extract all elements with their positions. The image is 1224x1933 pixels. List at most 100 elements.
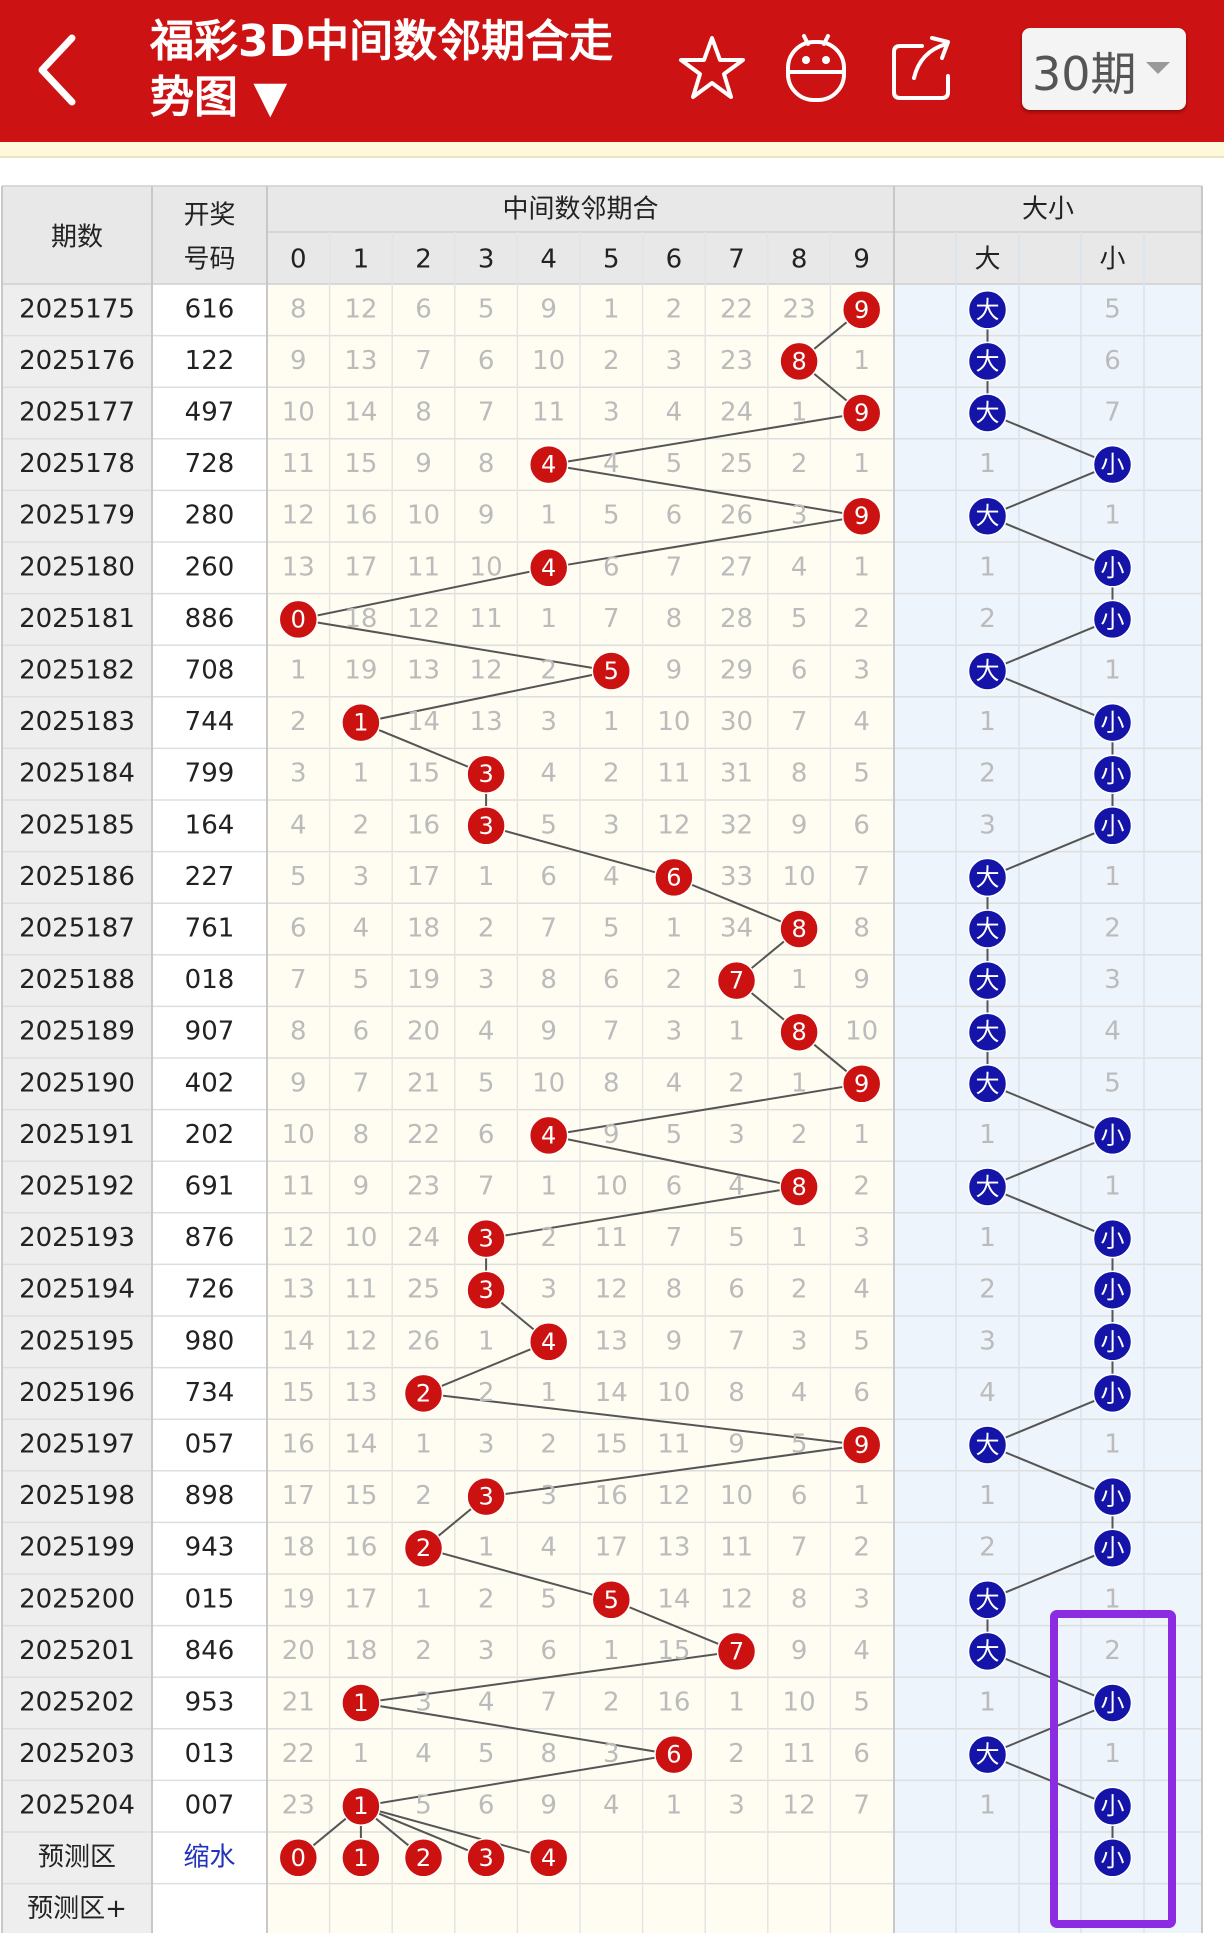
red-ball-value: 9: [854, 502, 869, 530]
miss-count: 2: [415, 1636, 432, 1666]
size-miss-count: 2: [979, 604, 996, 634]
size-ball-big: 大: [967, 341, 1008, 382]
miss-count: 7: [540, 1688, 557, 1718]
miss-count: 4: [290, 810, 307, 840]
share-icon[interactable]: [888, 30, 960, 106]
size-ball-small: 小: [1092, 1115, 1133, 1156]
miss-count: 3: [478, 965, 495, 995]
blue-ball-value: 大: [976, 1431, 1000, 1459]
miss-count: 5: [666, 449, 683, 479]
period-cell: 2025178: [19, 449, 135, 479]
size-miss-count: 5: [1104, 294, 1121, 324]
miss-count: 12: [344, 294, 377, 324]
miss-count: 4: [791, 1378, 808, 1408]
red-ball-value: 6: [666, 1741, 681, 1769]
miss-count: 1: [853, 1120, 870, 1150]
miss-count: 8: [791, 1584, 808, 1614]
size-miss-count: 2: [1104, 1636, 1121, 1666]
miss-count: 2: [666, 294, 683, 324]
red-ball-value: 3: [478, 1276, 493, 1304]
blue-ball-circle: [1092, 1218, 1133, 1259]
sum-ball: 3: [466, 806, 506, 846]
miss-count: 2: [540, 1430, 557, 1460]
red-ball-value: 0: [291, 1844, 306, 1872]
robot-icon[interactable]: [780, 30, 852, 106]
blue-ball-circle: [1092, 806, 1133, 846]
star-icon[interactable]: [676, 30, 748, 106]
miss-count: 11: [282, 449, 315, 479]
miss-count: 9: [415, 449, 432, 479]
page-title[interactable]: 福彩3D中间数邻期合走势图 ▼: [150, 16, 614, 123]
miss-count: 16: [595, 1481, 628, 1511]
blue-ball-circle: [967, 857, 1008, 898]
blue-ball-circle: [1092, 1373, 1133, 1414]
blue-ball-value: 大: [976, 1070, 1000, 1098]
miss-count: 15: [344, 1481, 377, 1511]
size-ball-small: 小: [1092, 444, 1133, 485]
blue-ball-value: 大: [976, 296, 1000, 324]
miss-count: 12: [657, 810, 690, 840]
blue-ball-value: 小: [1101, 1483, 1125, 1511]
miss-count: 5: [415, 1791, 432, 1821]
blue-ball-circle: [1092, 754, 1133, 794]
miss-count: 2: [353, 810, 370, 840]
draw-cell: 734: [185, 1378, 235, 1408]
draw-cell: 280: [185, 501, 235, 531]
miss-count: 26: [407, 1326, 440, 1356]
size-ball-big: 大: [967, 909, 1008, 949]
miss-count: 3: [478, 1636, 495, 1666]
size-ball-big: 大: [967, 857, 1008, 898]
period-cell: 2025188: [19, 965, 135, 995]
miss-count: 20: [282, 1636, 315, 1666]
miss-count: 5: [603, 914, 620, 944]
period-cell: 2025183: [19, 707, 135, 737]
miss-count: 5: [353, 965, 370, 995]
miss-count: 3: [791, 501, 808, 531]
header-sum-group: 中间数邻期合: [502, 195, 658, 225]
miss-count: 4: [478, 1688, 495, 1718]
size-miss-count: 1: [979, 1688, 996, 1718]
size-ball-big: 大: [967, 1580, 1008, 1620]
miss-count: 14: [595, 1378, 628, 1408]
blue-ball-value: 大: [976, 399, 1000, 427]
red-ball-circle: [403, 1528, 444, 1568]
back-arrow-icon[interactable]: [28, 32, 88, 108]
blue-ball-value: 小: [1101, 760, 1125, 788]
size-ball-big: 大: [967, 290, 1008, 330]
miss-count: 1: [353, 759, 370, 789]
red-ball-circle: [779, 1167, 819, 1207]
miss-count: 3: [540, 1481, 557, 1511]
forecast-plus-label: 预测区+: [27, 1894, 127, 1924]
miss-count: 2: [853, 1172, 870, 1202]
red-ball-value: 2: [416, 1379, 431, 1407]
sum-ball: 4: [528, 1322, 569, 1362]
miss-count: 2: [415, 1481, 432, 1511]
period-cell: 2025185: [19, 810, 135, 840]
blue-ball-circle: [967, 960, 1008, 1001]
period-cell: 2025187: [19, 914, 135, 944]
header-bg-left: [2, 186, 267, 284]
miss-count: 8: [478, 449, 495, 479]
miss-count: 5: [478, 1068, 495, 1098]
red-ball-value: 3: [478, 760, 493, 788]
miss-count: 1: [791, 965, 808, 995]
sum-ball: 9: [841, 496, 882, 536]
size-ball-small: 小: [1092, 548, 1133, 588]
shrink-link[interactable]: 缩水: [183, 1842, 235, 1872]
period-selector[interactable]: 30期: [1022, 28, 1186, 110]
miss-count: 4: [603, 449, 620, 479]
size-ball-big: 大: [967, 1012, 1008, 1052]
size-miss-count: 1: [1104, 1172, 1121, 1202]
size-ball-big: 大: [967, 960, 1008, 1001]
miss-count: 7: [540, 914, 557, 944]
miss-count: 6: [478, 1791, 495, 1821]
size-miss-count: 3: [979, 810, 996, 840]
period-cell: 2025181: [19, 604, 135, 634]
miss-count: 7: [853, 1791, 870, 1821]
miss-count: 1: [853, 552, 870, 582]
blue-ball-circle: [967, 651, 1008, 691]
miss-count: 15: [407, 759, 440, 789]
miss-count: 8: [415, 398, 432, 428]
highlight-box: [1050, 1610, 1176, 1928]
blue-ball-circle: [1092, 1476, 1133, 1517]
